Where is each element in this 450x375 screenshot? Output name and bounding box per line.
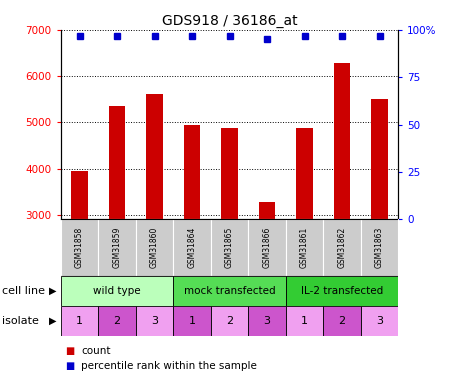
- Title: GDS918 / 36186_at: GDS918 / 36186_at: [162, 13, 297, 28]
- Bar: [98, 306, 136, 336]
- Bar: [108, 106, 126, 219]
- Bar: [98, 219, 136, 276]
- Text: 3: 3: [376, 316, 383, 326]
- Bar: [221, 128, 238, 219]
- Text: 1: 1: [189, 316, 195, 326]
- Bar: [146, 94, 163, 219]
- Text: GSM31866: GSM31866: [262, 227, 271, 268]
- Text: GSM31858: GSM31858: [75, 227, 84, 268]
- Text: 2: 2: [338, 316, 346, 326]
- Text: 1: 1: [76, 316, 83, 326]
- Text: 3: 3: [264, 316, 270, 326]
- Text: GSM31865: GSM31865: [225, 227, 234, 268]
- Text: ▶: ▶: [49, 286, 56, 296]
- Text: count: count: [81, 346, 111, 355]
- Text: ▶: ▶: [49, 316, 56, 326]
- Text: 2: 2: [113, 316, 121, 326]
- Text: mock transfected: mock transfected: [184, 286, 275, 296]
- Text: GSM31863: GSM31863: [375, 227, 384, 268]
- Text: GSM31862: GSM31862: [338, 227, 346, 268]
- Bar: [248, 219, 286, 276]
- Bar: [361, 306, 398, 336]
- Text: percentile rank within the sample: percentile rank within the sample: [81, 361, 257, 370]
- Bar: [333, 63, 351, 219]
- Bar: [371, 99, 388, 219]
- Text: GSM31861: GSM31861: [300, 227, 309, 268]
- Bar: [61, 276, 173, 306]
- Text: cell line: cell line: [2, 286, 45, 296]
- Text: 2: 2: [226, 316, 233, 326]
- Bar: [173, 306, 211, 336]
- Bar: [286, 306, 323, 336]
- Text: isolate: isolate: [2, 316, 39, 326]
- Text: GSM31859: GSM31859: [112, 227, 122, 268]
- Bar: [71, 171, 88, 219]
- Text: ■: ■: [65, 346, 75, 355]
- Bar: [173, 219, 211, 276]
- Bar: [248, 306, 286, 336]
- Bar: [173, 276, 286, 306]
- Bar: [136, 306, 173, 336]
- Text: wild type: wild type: [93, 286, 141, 296]
- Bar: [211, 306, 248, 336]
- Bar: [323, 219, 361, 276]
- Bar: [61, 219, 98, 276]
- Text: ■: ■: [65, 361, 75, 370]
- Bar: [296, 128, 313, 219]
- Text: GSM31864: GSM31864: [188, 227, 197, 268]
- Bar: [259, 202, 275, 219]
- Bar: [211, 219, 248, 276]
- Text: 1: 1: [301, 316, 308, 326]
- Bar: [286, 276, 398, 306]
- Bar: [136, 219, 173, 276]
- Bar: [361, 219, 398, 276]
- Bar: [61, 306, 98, 336]
- Text: 3: 3: [151, 316, 158, 326]
- Text: GSM31860: GSM31860: [150, 227, 159, 268]
- Bar: [184, 124, 200, 219]
- Bar: [323, 306, 361, 336]
- Text: IL-2 transfected: IL-2 transfected: [301, 286, 383, 296]
- Bar: [286, 219, 323, 276]
